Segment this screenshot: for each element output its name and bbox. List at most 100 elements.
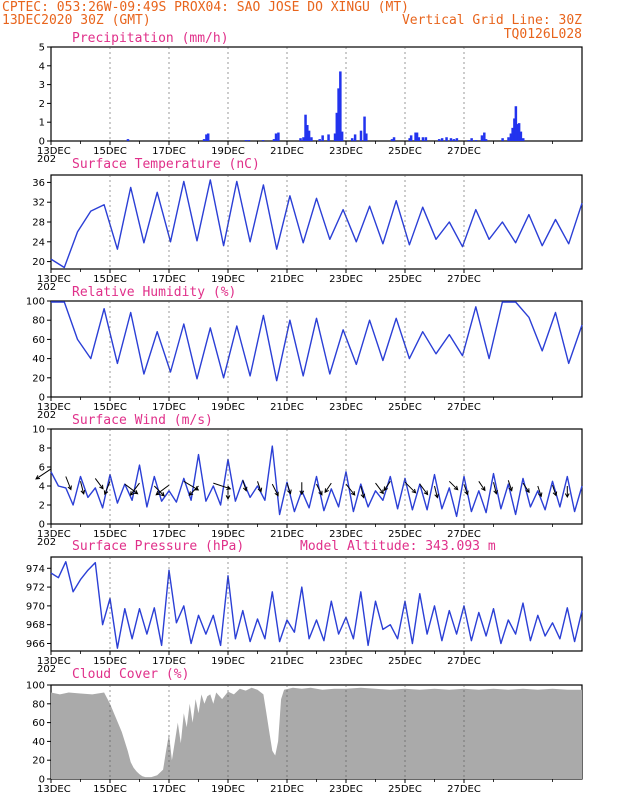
precip-ytick-label-0: 0 [39, 137, 45, 148]
precip-bar-29 [390, 139, 394, 141]
rh-panel: 0 20 40 60 80 100 13DEC 15DEC 17DEC 19DEC 21DEC 23D… [26, 297, 583, 421]
precip-frame [50, 46, 583, 142]
rh-xtick-label-4: 21DEC [270, 402, 304, 413]
precip-bar-59 [522, 138, 525, 141]
temp-xtick-label-1: 15DEC [93, 274, 127, 285]
wind-arrow-2 [80, 481, 86, 495]
temp-ytick-label-2: 28 [32, 218, 45, 229]
precip-bar-12 [304, 114, 307, 141]
wind-xtick-label-6: 25DEC [388, 529, 422, 540]
precip-bar-52 [509, 133, 513, 141]
precip-ytick-label-5: 5 [39, 43, 45, 54]
rh-ytick-label-3: 60 [32, 335, 45, 346]
rh-line [51, 301, 583, 382]
precip-bar-56 [516, 124, 519, 141]
wind-arrow-7 [153, 485, 165, 497]
wind-arrow-16 [286, 482, 292, 495]
precip-bar-32 [409, 135, 413, 141]
rh-ytick-label-0: 0 [39, 393, 45, 404]
cloud-ytick-label-0: 0 [39, 775, 45, 786]
precip-bar-41 [449, 138, 453, 141]
cloud-xtick-label-0: 13DEC [37, 784, 71, 795]
wind-arrow-0 [35, 468, 52, 480]
wind-ytick-label-4: 8 [39, 444, 45, 455]
precip-bar-33 [414, 132, 417, 141]
precip-panel: 0 1 2 3 4 5 13DEC 15DEC 17DEC 19DEC 21DEC 23DEC 25DE… [37, 43, 583, 165]
pres-xtick-label-7: 27DEC [447, 656, 481, 667]
precip-bar-8 [274, 133, 278, 141]
precip-bar-6 [261, 140, 265, 141]
cloud-xtick-label-7: 27DEC [447, 784, 481, 795]
pres-line [50, 561, 583, 649]
precip-bar-38 [437, 139, 441, 141]
pres-ytick-label-2: 970 [26, 601, 45, 612]
wind-arrow-28 [463, 483, 469, 496]
precip-bar-54 [513, 118, 516, 141]
precip-bar-35 [417, 137, 421, 141]
wind-year-stub: 202 [37, 537, 56, 548]
temp-xtick-label-7: 27DEC [447, 274, 481, 285]
wind-arrow-3 [94, 478, 104, 490]
precip-bar-9 [277, 132, 280, 141]
cloud-ytick-label-4: 80 [32, 699, 45, 710]
wind-xtick-label-5: 23DEC [329, 529, 363, 540]
temp-line [50, 179, 583, 269]
wind-arrow-31 [507, 480, 513, 492]
precip-bar-13 [306, 125, 309, 141]
wind-xtick-label-1: 15DEC [93, 529, 127, 540]
precip-bar-16 [318, 139, 321, 141]
precip-xtick-label-5: 23DEC [329, 146, 363, 157]
precip-bar-21 [337, 88, 340, 141]
wind-arrow-22 [375, 482, 384, 495]
header-run-time: 13DEC2020 30Z (GMT) [2, 13, 151, 28]
wind-arrow-12 [225, 486, 231, 500]
wind-ytick-label-2: 4 [39, 482, 45, 493]
precip-bar-19 [333, 133, 337, 141]
wind-arrow-14 [257, 481, 263, 493]
pres-xtick-label-6: 25DEC [388, 656, 422, 667]
precip-bar-45 [470, 138, 473, 141]
wind-arrow-6 [129, 482, 140, 496]
precip-bar-39 [440, 138, 444, 141]
cloud-ytick-label-3: 60 [32, 718, 45, 729]
pres-ytick-label-1: 968 [26, 620, 45, 631]
precip-bar-53 [511, 127, 514, 141]
wind-ytick-label-5: 10 [32, 425, 45, 436]
wind-arrow-21 [360, 485, 366, 499]
pres-xtick-label-4: 21DEC [270, 656, 304, 667]
precip-bar-25 [353, 134, 357, 141]
precip-bar-46 [474, 140, 478, 141]
pres-ytick-label-0: 966 [26, 639, 45, 650]
cloud-title: Cloud Cover (%) [72, 667, 189, 682]
wind-arrow-5 [124, 483, 139, 495]
precip-ytick-label-4: 4 [39, 61, 45, 72]
precip-bar-37 [424, 137, 428, 141]
wind-arrow-24 [404, 481, 417, 494]
wind-arrow-18 [316, 483, 323, 496]
wind-arrow-13 [242, 480, 248, 492]
wind-xtick-label-0: 13DEC [37, 529, 71, 540]
header-grid-line: Vertical Grid Line: 30Z [402, 13, 582, 28]
pres-ytick-label-4: 974 [26, 564, 45, 575]
temp-panel: 20 24 28 32 36 13DEC 15DEC 17DEC 19DEC 21DEC 23DEC… [32, 174, 583, 293]
wind-arrow-34 [552, 484, 558, 497]
precip-bar-0 [126, 139, 130, 141]
precip-bar-28 [365, 133, 368, 141]
precip-ytick-label-1: 1 [39, 118, 45, 129]
precip-bar-24 [350, 138, 354, 141]
pres-xtick-label-0: 13DEC [37, 656, 71, 667]
wind-line [50, 445, 583, 518]
precip-xtick-label-7: 27DEC [447, 146, 481, 157]
precip-xtick-label-6: 25DEC [388, 146, 422, 157]
temp-xtick-label-4: 21DEC [270, 274, 304, 285]
pres-title: Surface Pressure (hPa) [72, 539, 244, 554]
precip-bar-58 [519, 131, 523, 141]
cloud-xtick-label-6: 25DEC [388, 784, 422, 795]
wind-arrow-26 [434, 485, 439, 499]
rh-ytick-label-2: 40 [32, 354, 45, 365]
precip-bar-5 [247, 140, 251, 141]
wind-arrow-27 [448, 480, 459, 491]
precip-bar-2 [205, 134, 208, 141]
wind-xtick-label-2: 17DEC [152, 529, 186, 540]
